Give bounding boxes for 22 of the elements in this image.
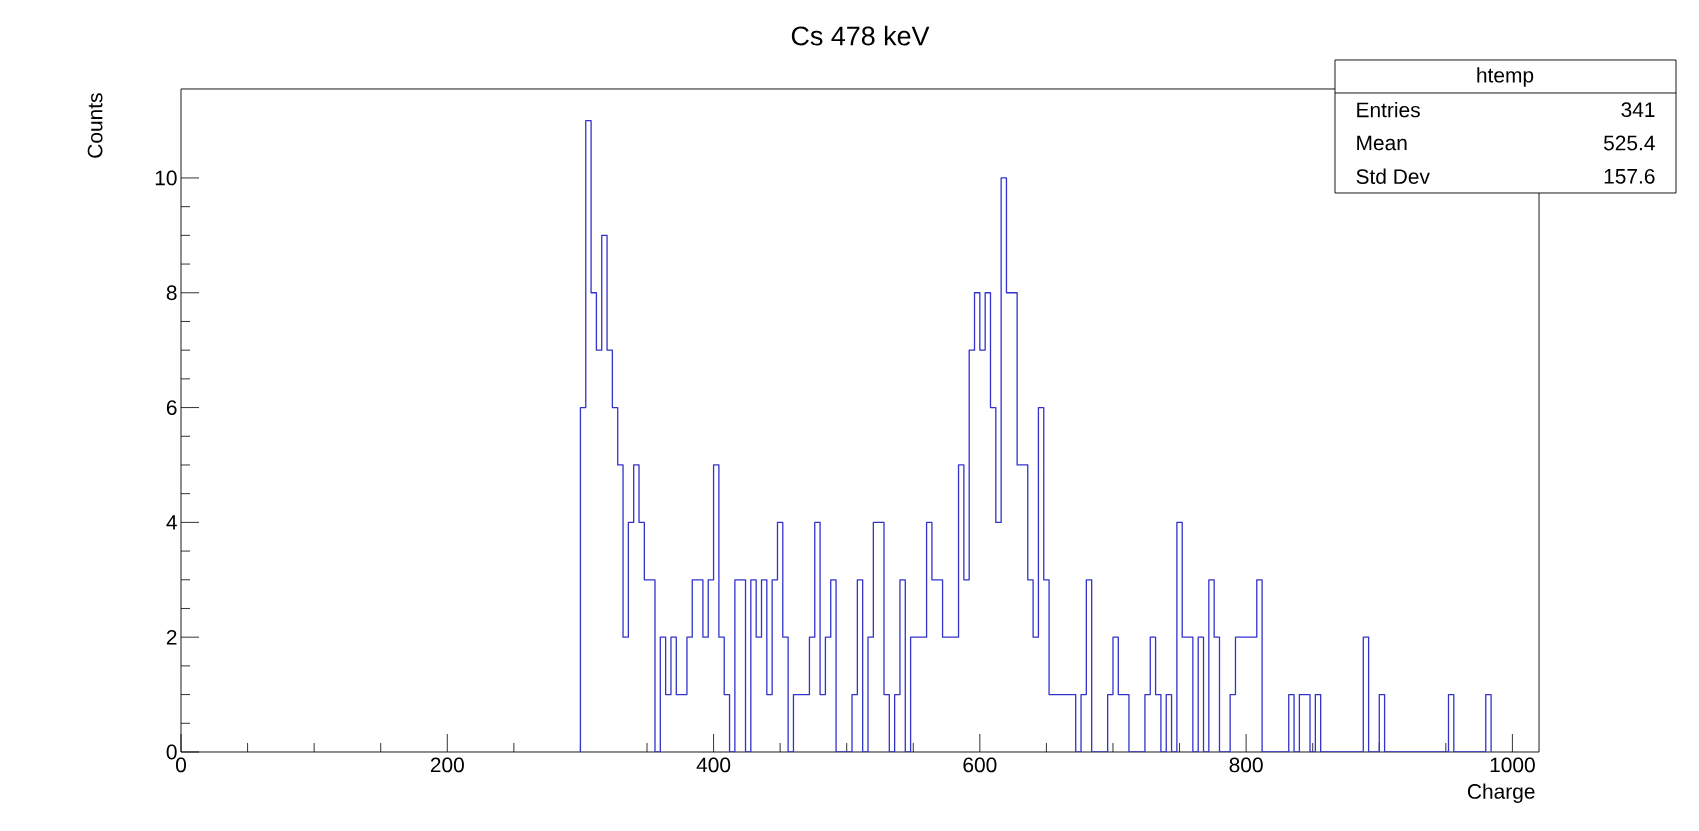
annotation: Mean (1357, 135, 1407, 151)
chart-title: Cs 478 keV (791, 25, 930, 46)
text: htemp (1477, 67, 1534, 87)
x-tick-label: 600 (963, 757, 997, 773)
y-tick-label: 8 (166, 285, 177, 301)
x-tick-label: 1000 (1490, 757, 1535, 773)
y-axis-title: Counts (87, 93, 103, 158)
text: 157.6 (1604, 168, 1655, 184)
x-tick-label: 800 (1229, 757, 1263, 773)
y-tick-label: 0 (166, 744, 177, 760)
x-tick-label: 0 (176, 757, 187, 773)
y-tick-label: 4 (166, 515, 177, 530)
x-tick-label: 200 (430, 757, 464, 773)
text: 525.4 (1603, 135, 1655, 151)
annotation: Entries (1357, 102, 1420, 118)
x-axis-title: Charge (1467, 783, 1535, 804)
text: 341 (1621, 102, 1655, 118)
y-tick-label: 6 (166, 400, 177, 415)
annotation: Std Dev (1356, 168, 1430, 184)
x-tick-label: 400 (696, 757, 731, 773)
y-tick-label: 2 (166, 629, 177, 645)
y-tick-label: 10 (155, 170, 177, 186)
